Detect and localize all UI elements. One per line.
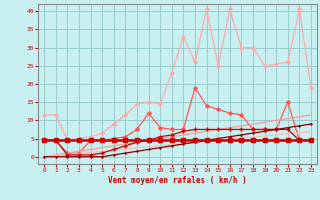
X-axis label: Vent moyen/en rafales ( km/h ): Vent moyen/en rafales ( km/h ) xyxy=(108,176,247,185)
